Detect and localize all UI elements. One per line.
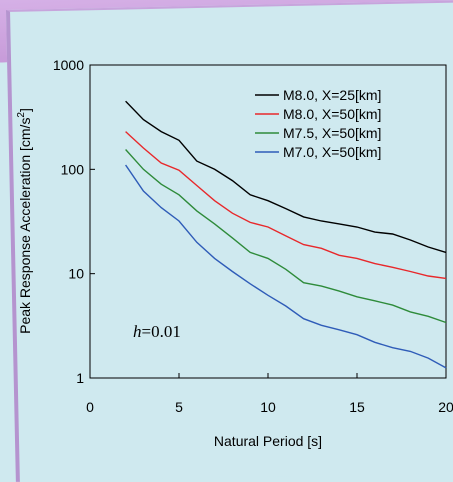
legend: M8.0, X=25[km] M8.0, X=50[km] M7.5, X=50[k… [255, 87, 381, 160]
y-axis-label-group: Peak Response Acceleration [cm/s2] [16, 108, 33, 334]
y-axis-ticks: 1 10 100 1000 [53, 57, 95, 386]
x-tick-label: 10 [260, 399, 276, 415]
legend-label: M8.0, X=25[km] [283, 87, 381, 103]
x-axis-ticks: 0 5 10 15 20 [86, 373, 453, 415]
x-tick-label: 5 [175, 399, 183, 415]
y-axis-label-main: Peak Response Acceleration [cm/s [17, 118, 33, 334]
legend-label: M7.0, X=50[km] [283, 144, 381, 160]
response-spectrum-chart: 1 10 100 1000 0 5 10 15 20 Natural Period [s] P… [16, 57, 453, 449]
y-tick-label: 100 [61, 161, 85, 177]
damping-annotation: h=0.01 [133, 322, 181, 341]
y-tick-label: 1 [76, 370, 84, 386]
series-lines [125, 100, 447, 369]
series-line-2 [125, 131, 447, 280]
y-axis-label-sup: 2 [16, 112, 27, 118]
y-tick-label: 1000 [53, 57, 84, 73]
x-tick-label: 0 [86, 399, 94, 415]
damping-value: =0.01 [142, 322, 181, 341]
x-tick-label: 15 [349, 399, 365, 415]
series-line-4 [125, 164, 447, 369]
x-axis-label: Natural Period [s] [214, 433, 322, 449]
y-tick-label: 10 [68, 266, 84, 282]
legend-label: M8.0, X=50[km] [283, 106, 381, 122]
series-line-3 [125, 149, 447, 324]
y-axis-label-close: ] [17, 108, 33, 112]
series-line-1 [125, 100, 447, 254]
legend-label: M7.5, X=50[km] [283, 125, 381, 141]
y-axis-label: Peak Response Acceleration [cm/s2] [16, 108, 33, 334]
x-tick-label: 20 [438, 399, 453, 415]
damping-symbol: h [133, 322, 142, 341]
